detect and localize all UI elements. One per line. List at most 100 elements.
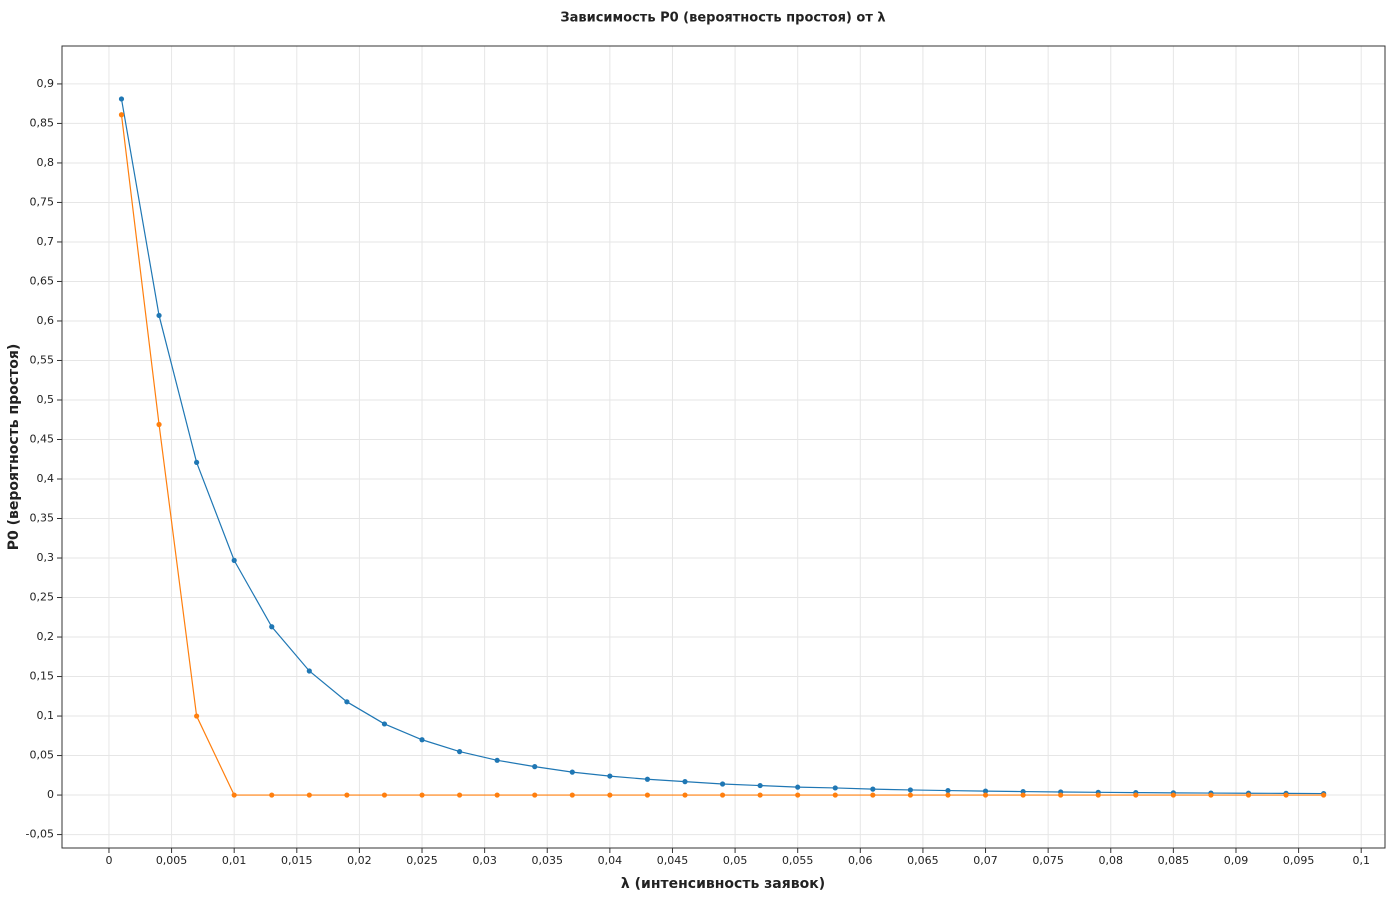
x-tick-label: 0,03 — [472, 854, 497, 867]
x-tick-label: 0,055 — [782, 854, 814, 867]
y-axis-label: P0 (вероятность простоя) — [6, 344, 22, 551]
y-tick-label: 0,05 — [30, 749, 55, 762]
y-tick-label: 0,7 — [37, 235, 55, 248]
data-point — [607, 773, 613, 779]
x-tick-label: 0,095 — [1283, 854, 1315, 867]
data-point — [1321, 792, 1327, 798]
y-tick-label: 0,75 — [30, 195, 55, 208]
y-tick-label: 0,1 — [37, 709, 55, 722]
data-point — [682, 779, 688, 785]
x-tick-label: 0,015 — [281, 854, 313, 867]
data-point — [907, 792, 913, 798]
x-tick-label: 0,035 — [531, 854, 563, 867]
data-point — [231, 792, 237, 798]
data-point — [832, 785, 838, 791]
y-tick-label: 0,8 — [37, 156, 55, 169]
data-point — [644, 776, 651, 782]
data-point — [1208, 792, 1214, 798]
data-point — [795, 792, 801, 798]
data-point — [532, 764, 538, 770]
data-point — [419, 737, 425, 743]
data-point — [344, 699, 350, 705]
data-point — [569, 769, 575, 775]
data-point — [269, 624, 275, 630]
data-point — [607, 792, 613, 798]
x-tick-label: 0 — [105, 854, 112, 867]
y-tick-label: -0,05 — [26, 828, 54, 841]
data-point — [832, 792, 838, 798]
y-tick-label: 0,45 — [30, 432, 55, 445]
x-tick-label: 0,025 — [406, 854, 438, 867]
data-point — [945, 787, 951, 794]
x-tick-label: 0,005 — [156, 854, 188, 867]
x-tick-label: 0,01 — [222, 854, 247, 867]
data-point — [419, 792, 425, 798]
x-tick-label: 0,085 — [1158, 854, 1190, 867]
chart-title: Зависимость P0 (вероятность простоя) от … — [560, 11, 885, 26]
data-point — [1020, 792, 1026, 798]
data-point — [870, 792, 876, 798]
data-point — [757, 782, 763, 789]
x-tick-label: 0,045 — [657, 854, 689, 867]
data-point — [118, 96, 125, 102]
y-tick-label: 0,85 — [30, 116, 55, 129]
data-point — [945, 792, 951, 798]
y-tick-label: 0,55 — [30, 353, 55, 366]
data-point — [306, 668, 312, 674]
data-point — [1170, 792, 1176, 798]
data-point — [456, 792, 463, 798]
data-point — [1245, 792, 1252, 798]
data-point — [156, 421, 162, 428]
data-point — [682, 792, 688, 798]
data-point — [795, 784, 801, 790]
y-tick-label: 0,25 — [30, 591, 55, 604]
x-tick-label: 0,07 — [973, 854, 998, 867]
data-point — [532, 792, 538, 798]
data-point — [719, 781, 726, 787]
y-tick-label: 0,5 — [37, 393, 55, 406]
data-point — [644, 792, 651, 798]
data-point — [982, 788, 989, 794]
data-point — [156, 312, 162, 319]
data-point — [1058, 792, 1064, 798]
data-point — [269, 792, 275, 798]
x-tick-label: 0,04 — [598, 854, 623, 867]
x-tick-label: 0,08 — [1099, 854, 1124, 867]
data-point — [194, 713, 200, 719]
x-tick-label: 0,065 — [907, 854, 939, 867]
data-point — [344, 792, 350, 798]
data-point — [870, 786, 876, 792]
data-point — [982, 792, 989, 798]
data-point — [381, 721, 388, 727]
data-point — [1133, 792, 1139, 798]
x-tick-label: 0,02 — [347, 854, 372, 867]
y-tick-label: 0,35 — [30, 512, 55, 525]
data-point — [231, 557, 237, 563]
data-point — [194, 459, 200, 466]
x-tick-label: 0,05 — [723, 854, 748, 867]
x-axis-label: λ (интенсивность заявок) — [621, 876, 825, 892]
y-tick-label: 0 — [47, 788, 54, 801]
y-tick-label: 0,2 — [37, 630, 55, 643]
y-tick-label: 0,4 — [37, 472, 55, 485]
plot-frame — [61, 45, 1386, 849]
x-tick-label: 0,1 — [1352, 854, 1370, 867]
y-tick-label: 0,6 — [37, 314, 55, 327]
data-point — [118, 112, 125, 118]
y-tick-label: 0,3 — [37, 551, 55, 564]
data-point — [1283, 792, 1289, 798]
y-tick-label: 0,9 — [37, 77, 55, 90]
y-tick-label: 0,65 — [30, 274, 55, 287]
data-point — [1095, 792, 1101, 798]
y-tick-label: 0,15 — [30, 670, 55, 683]
data-point — [456, 749, 463, 755]
data-point — [757, 792, 763, 798]
x-tick-label: 0,06 — [848, 854, 873, 867]
data-point — [494, 792, 500, 798]
data-point — [306, 792, 312, 798]
x-tick-label: 0,075 — [1032, 854, 1064, 867]
data-point — [907, 787, 913, 793]
